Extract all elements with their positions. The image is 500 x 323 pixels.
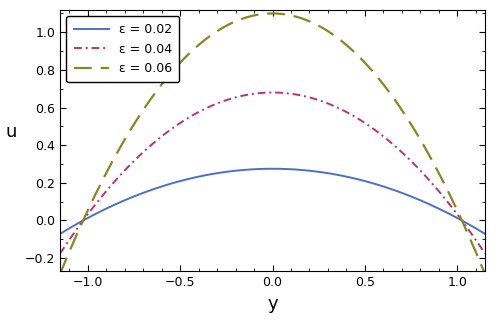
- ε = 0.04: [100, 193, 106, 196]
- Line: ε = 0.02: ε = 0.02: [60, 169, 485, 234]
- ε = 0.06: [482, 272, 488, 276]
- ε = 0.02: [229, 169, 235, 173]
- ε = 0.02: [350, 176, 356, 180]
- ε = 0.06: [389, 94, 395, 98]
- ε = 0.04: [396, 148, 402, 152]
- ε = 0.04: [270, 90, 276, 94]
- ε = 0.02: [482, 232, 488, 236]
- Line: ε = 0.04: ε = 0.04: [60, 92, 485, 254]
- X-axis label: y: y: [267, 295, 278, 313]
- ε = 0.04: [229, 97, 235, 100]
- ε = 0.06: [57, 272, 63, 276]
- ε = 0.02: [244, 168, 250, 172]
- ε = 0.04: [244, 93, 250, 97]
- ε = 0.06: [229, 21, 235, 25]
- ε = 0.04: [389, 141, 395, 145]
- ε = 0.06: [100, 177, 106, 181]
- ε = 0.04: [482, 252, 488, 255]
- ε = 0.02: [57, 232, 63, 236]
- ε = 0.06: [270, 12, 276, 16]
- ε = 0.06: [396, 105, 402, 109]
- ε = 0.02: [389, 187, 395, 191]
- ε = 0.02: [396, 190, 402, 194]
- Y-axis label: u: u: [5, 122, 16, 141]
- ε = 0.02: [100, 208, 106, 212]
- Line: ε = 0.06: ε = 0.06: [60, 14, 485, 274]
- ε = 0.02: [270, 167, 276, 171]
- ε = 0.06: [244, 15, 250, 19]
- ε = 0.04: [350, 113, 356, 117]
- ε = 0.04: [57, 252, 63, 255]
- ε = 0.06: [350, 48, 356, 52]
- Legend: ε = 0.02, ε = 0.04, ε = 0.06: ε = 0.02, ε = 0.04, ε = 0.06: [66, 16, 180, 82]
